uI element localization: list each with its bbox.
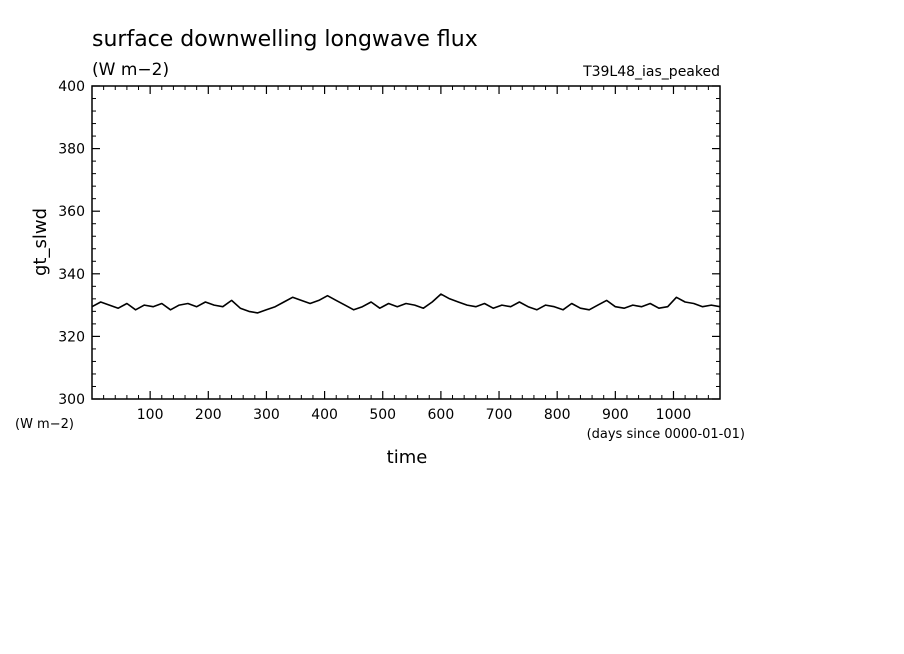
x-tick-label: 400 xyxy=(311,407,338,423)
chart-title: surface downwelling longwave flux xyxy=(92,27,478,52)
y-tick-label: 400 xyxy=(58,79,85,95)
y-tick-label: 300 xyxy=(58,392,85,408)
y-tick-label: 380 xyxy=(58,142,85,158)
x-tick-label: 900 xyxy=(602,407,629,423)
y-tick-label: 360 xyxy=(58,204,85,220)
x-tick-label: 100 xyxy=(137,407,164,423)
x-tick-label: 300 xyxy=(253,407,280,423)
x-tick-label: 600 xyxy=(428,407,455,423)
y-tick-label: 320 xyxy=(58,329,85,345)
series-layer xyxy=(91,293,721,314)
y-axis-label: gt_slwd xyxy=(30,208,51,276)
x-tick-label: 700 xyxy=(486,407,513,423)
plot-frame xyxy=(91,85,721,400)
x-tick-label: 500 xyxy=(369,407,396,423)
x-tick-label: 200 xyxy=(195,407,222,423)
x-tick-label: 800 xyxy=(544,407,571,423)
y-axis-unit: (W m−2) xyxy=(15,417,74,432)
axis-tick-labels: 100 200 300 400 500 600 700 800 900 1000 300 320 340… xyxy=(58,79,691,423)
x-axis-label: time xyxy=(387,447,428,468)
x-axis-unit: (days since 0000-01-01) xyxy=(587,427,745,442)
y-tick-label: 340 xyxy=(58,267,85,283)
series-line xyxy=(91,293,721,314)
axis-ticks xyxy=(92,85,720,400)
run-label: T39L48_ias_peaked xyxy=(582,64,720,80)
x-tick-label: 1000 xyxy=(656,407,692,423)
chart-subtitle-unit: (W m−2) xyxy=(92,60,169,80)
